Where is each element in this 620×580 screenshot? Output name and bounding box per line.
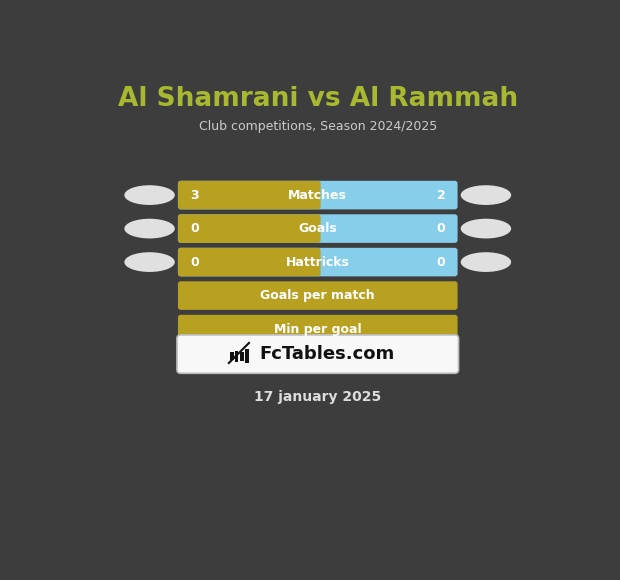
Bar <box>230 352 234 360</box>
Bar <box>240 352 244 361</box>
Bar <box>311 183 317 206</box>
Ellipse shape <box>461 185 511 205</box>
Bar <box>311 251 317 274</box>
Text: 2: 2 <box>437 188 446 202</box>
Text: 3: 3 <box>190 188 198 202</box>
Ellipse shape <box>125 252 175 272</box>
FancyBboxPatch shape <box>178 248 458 277</box>
FancyBboxPatch shape <box>178 181 458 209</box>
Text: 17 january 2025: 17 january 2025 <box>254 390 381 404</box>
Text: FcTables.com: FcTables.com <box>260 345 395 363</box>
Text: 0: 0 <box>190 256 198 269</box>
FancyBboxPatch shape <box>177 335 459 374</box>
Ellipse shape <box>125 185 175 205</box>
Bar <box>311 217 317 240</box>
Ellipse shape <box>461 219 511 238</box>
Text: Goals: Goals <box>298 222 337 235</box>
Text: 0: 0 <box>437 256 446 269</box>
Text: Matches: Matches <box>288 188 347 202</box>
Bar <box>245 349 249 364</box>
FancyBboxPatch shape <box>178 248 321 277</box>
Ellipse shape <box>461 252 511 272</box>
FancyBboxPatch shape <box>178 281 458 310</box>
Text: 0: 0 <box>190 222 198 235</box>
Bar <box>234 351 239 362</box>
Text: Hattricks: Hattricks <box>286 256 350 269</box>
Text: Min per goal: Min per goal <box>274 322 361 336</box>
Text: Al Shamrani vs Al Rammah: Al Shamrani vs Al Rammah <box>118 86 518 111</box>
Text: Club competitions, Season 2024/2025: Club competitions, Season 2024/2025 <box>198 120 437 133</box>
Text: Goals per match: Goals per match <box>260 289 375 302</box>
FancyBboxPatch shape <box>178 214 321 243</box>
Ellipse shape <box>125 219 175 238</box>
FancyBboxPatch shape <box>178 315 458 343</box>
FancyBboxPatch shape <box>178 214 458 243</box>
FancyBboxPatch shape <box>178 181 321 209</box>
Text: 0: 0 <box>437 222 446 235</box>
